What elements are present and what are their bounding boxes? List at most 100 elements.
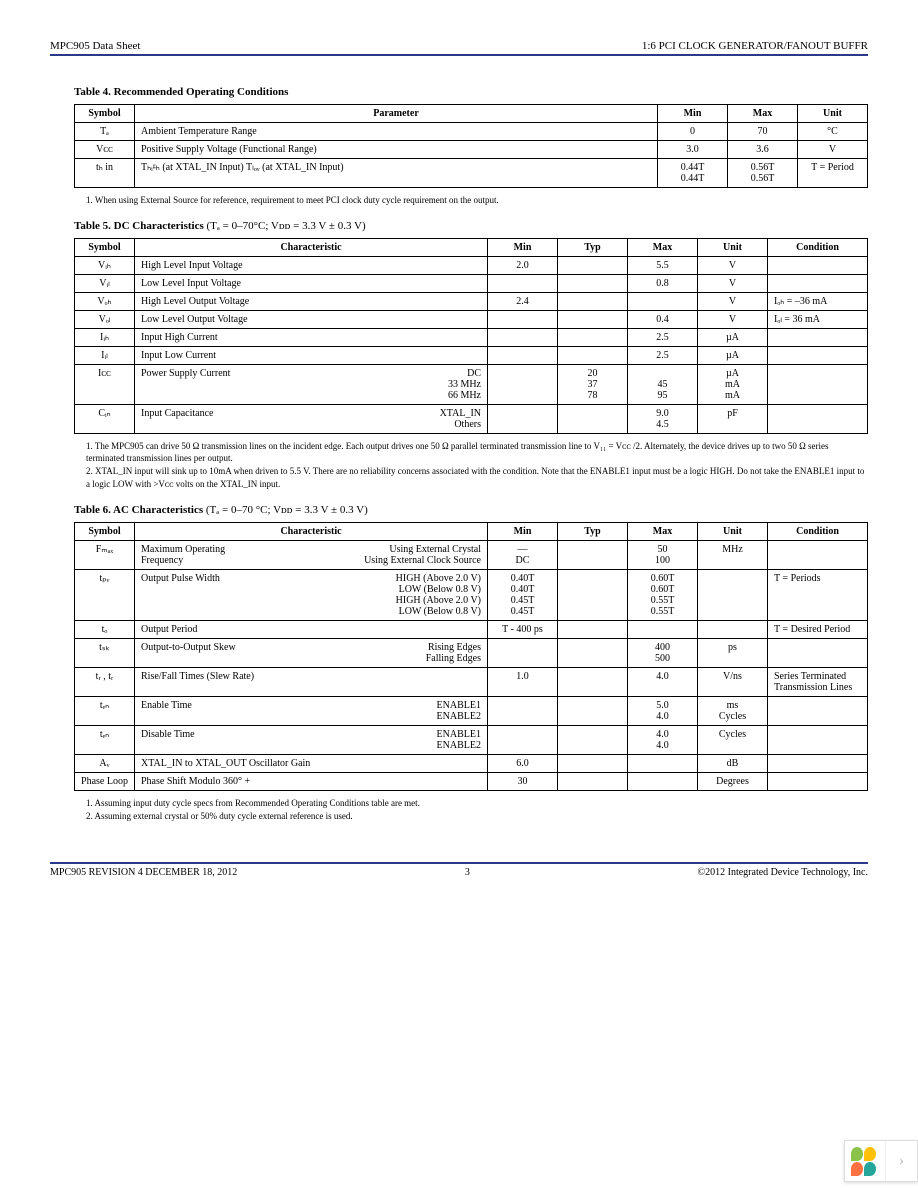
cell: 0 (658, 123, 728, 141)
cell: Output Period (135, 620, 488, 638)
datasheet-page: MPC905 Data Sheet 1:6 PCI CLOCK GENERATO… (0, 0, 918, 908)
cell: 5.0 4.0 (628, 696, 698, 725)
cell: 1.0 (488, 667, 558, 696)
th: Typ (558, 522, 628, 540)
logo-icon (845, 1141, 885, 1181)
th: Symbol (75, 522, 135, 540)
th: Min (488, 522, 558, 540)
cell (488, 638, 558, 667)
cell: MHz (698, 540, 768, 569)
cell: Phase Loop (75, 772, 135, 790)
cell (558, 293, 628, 311)
cell: Output Pulse WidthHIGH (Above 2.0 V) LOW… (135, 569, 488, 620)
viewer-badge[interactable]: › (844, 1140, 918, 1182)
cell: Vₒₕ (75, 293, 135, 311)
cell (768, 696, 868, 725)
cell: 45 95 (628, 365, 698, 405)
cell: Input High Current (135, 329, 488, 347)
table-row: IᵢₕInput High Current 2.5µA (75, 329, 868, 347)
cell (558, 311, 628, 329)
table4-title: Table 4. Recommended Operating Condition… (74, 86, 868, 98)
cell: 70 (728, 123, 798, 141)
table-row: FₘₐₓMaximum Operating FrequencyUsing Ext… (75, 540, 868, 569)
th: Max (728, 105, 798, 123)
cell (768, 405, 868, 434)
cell: Iₒₗ = 36 mA (768, 311, 868, 329)
table6-notes: 1. Assuming input duty cycle specs from … (86, 797, 868, 822)
chevron-right-icon[interactable]: › (885, 1141, 917, 1181)
cell: Output-to-Output SkewRising Edges Fallin… (135, 638, 488, 667)
cell: Maximum Operating FrequencyUsing Externa… (135, 540, 488, 569)
cell (558, 275, 628, 293)
cell (488, 347, 558, 365)
cell: Vᴄᴄ (75, 141, 135, 159)
note: 1. The MPC905 can drive 50 Ω transmissio… (86, 440, 868, 464)
table5: Symbol Characteristic Min Typ Max Unit C… (74, 238, 868, 434)
table-row: tₚᵥOutput Pulse WidthHIGH (Above 2.0 V) … (75, 569, 868, 620)
cell: 30 (488, 772, 558, 790)
table-row: VᵢₕHigh Level Input Voltage2.05.5V (75, 257, 868, 275)
th: Max (628, 239, 698, 257)
th: Symbol (75, 105, 135, 123)
page-header: MPC905 Data Sheet 1:6 PCI CLOCK GENERATO… (50, 40, 868, 52)
cell: 20 37 78 (558, 365, 628, 405)
table-row: VₒₕHigh Level Output Voltage2.4VIₒₕ = –3… (75, 293, 868, 311)
cell (768, 754, 868, 772)
table-row: tᵣ , tᵣRise/Fall Times (Slew Rate)1.04.0… (75, 667, 868, 696)
cell: Disable TimeENABLE1 ENABLE2 (135, 725, 488, 754)
table-row: Phase LoopPhase Shift Modulo 360° +30Deg… (75, 772, 868, 790)
cell: Iᵢₕ (75, 329, 135, 347)
cell: 50 100 (628, 540, 698, 569)
cell: ms Cycles (698, 696, 768, 725)
cell: °C (798, 123, 868, 141)
table5-title: Table 5. DC Characteristics (Tₐ = 0–70°C… (74, 220, 868, 232)
cell: 2.4 (488, 293, 558, 311)
cell: 6.0 (488, 754, 558, 772)
cell: 0.56T 0.56T (728, 159, 798, 188)
cell: 2.0 (488, 257, 558, 275)
title-main: Table 6. AC Characteristics (74, 504, 203, 516)
table-row: tₑₙDisable TimeENABLE1 ENABLE24.0 4.0Cyc… (75, 725, 868, 754)
cell (768, 347, 868, 365)
cell: Tₐ (75, 123, 135, 141)
cell: tₒ (75, 620, 135, 638)
table-row: tₒOutput PeriodT - 400 psT = Desired Per… (75, 620, 868, 638)
table6-title: Table 6. AC Characteristics (Tₐ = 0–70 °… (74, 504, 868, 516)
cell: V (798, 141, 868, 159)
table-row: tₑₙEnable TimeENABLE1 ENABLE25.0 4.0ms C… (75, 696, 868, 725)
th: Min (488, 239, 558, 257)
cell (488, 365, 558, 405)
cell: 0.4 (628, 311, 698, 329)
cell: dB (698, 754, 768, 772)
cell: µA (698, 329, 768, 347)
cell: Vᵢₗ (75, 275, 135, 293)
cell (488, 329, 558, 347)
cell (558, 329, 628, 347)
note: 1. When using External Source for refere… (86, 194, 868, 206)
cell: Tₕᵢᵍₕ (at XTAL_IN Input) Tₗₒᵥ (at XTAL_I… (135, 159, 658, 188)
cell (558, 540, 628, 569)
cell (768, 725, 868, 754)
cell: tₚᵥ (75, 569, 135, 620)
cell: T - 400 ps (488, 620, 558, 638)
cell: Low Level Output Voltage (135, 311, 488, 329)
cell (488, 311, 558, 329)
th: Typ (558, 239, 628, 257)
cell: Fₘₐₓ (75, 540, 135, 569)
table4: Symbol Parameter Min Max Unit TₐAmbient … (74, 104, 868, 188)
cell: XTAL_IN to XTAL_OUT Oscillator Gain (135, 754, 488, 772)
cell (768, 365, 868, 405)
cell: Cᵢₙ (75, 405, 135, 434)
cell: tₕ in (75, 159, 135, 188)
table-row: VᴄᴄPositive Supply Voltage (Functional R… (75, 141, 868, 159)
th: Unit (698, 239, 768, 257)
cell (558, 696, 628, 725)
table5-notes: 1. The MPC905 can drive 50 Ω transmissio… (86, 440, 868, 490)
cell: 4.0 (628, 667, 698, 696)
cell (768, 275, 868, 293)
cell: High Level Output Voltage (135, 293, 488, 311)
cell: 2.5 (628, 329, 698, 347)
cell (628, 620, 698, 638)
table-row: tₛₖOutput-to-Output SkewRising Edges Fal… (75, 638, 868, 667)
note: 2. Assuming external crystal or 50% duty… (86, 810, 868, 822)
